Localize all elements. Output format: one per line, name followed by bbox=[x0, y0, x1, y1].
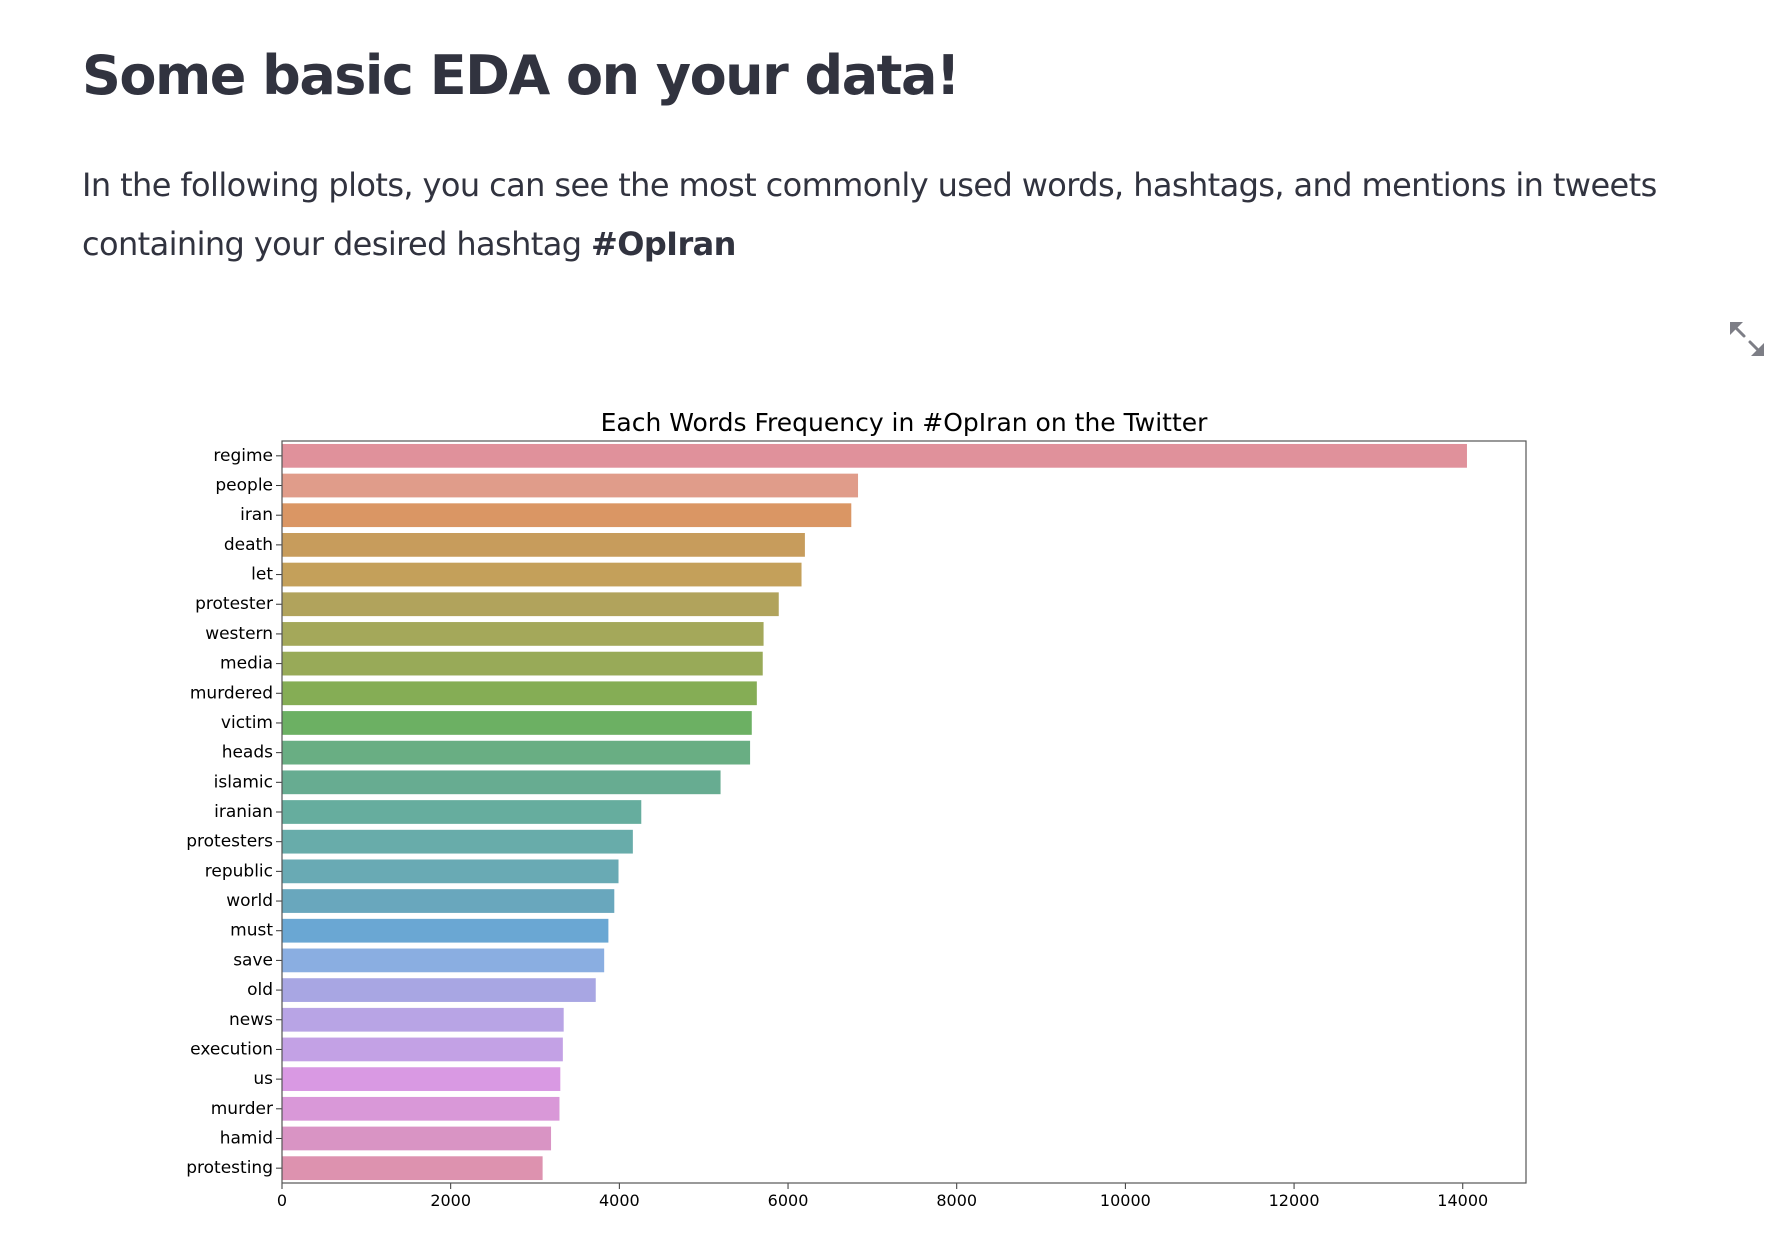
bar-iranian bbox=[282, 800, 642, 824]
y-tick-label: old bbox=[247, 980, 273, 1000]
y-tick-label: us bbox=[253, 1069, 273, 1089]
y-tick-label: media bbox=[220, 654, 273, 674]
y-tick-label: let bbox=[251, 565, 273, 585]
bar-murder bbox=[282, 1096, 560, 1121]
bar-world bbox=[282, 889, 615, 913]
bar-victim bbox=[282, 711, 752, 735]
y-tick-label: republic bbox=[205, 861, 273, 881]
y-tick-label: heads bbox=[222, 743, 273, 763]
bar-must bbox=[282, 918, 609, 943]
y-tick-label: murdered bbox=[190, 683, 273, 703]
bar-murdered bbox=[282, 681, 757, 706]
y-tick-label: protesters bbox=[186, 832, 273, 852]
x-tick-label: 0 bbox=[277, 1191, 287, 1210]
bar-protester bbox=[282, 592, 779, 617]
y-tick-label: victim bbox=[221, 713, 273, 733]
fullscreen-button[interactable] bbox=[1726, 318, 1768, 360]
x-tick-label: 10000 bbox=[1100, 1191, 1151, 1210]
x-tick-label: 12000 bbox=[1269, 1191, 1320, 1210]
x-tick-label: 4000 bbox=[599, 1191, 640, 1210]
bar-people bbox=[282, 473, 859, 498]
y-tick-label: murder bbox=[211, 1099, 273, 1119]
bar-hamid bbox=[282, 1126, 552, 1151]
bar-save bbox=[282, 948, 605, 973]
y-tick-label: world bbox=[226, 891, 273, 911]
y-tick-label: people bbox=[215, 476, 273, 496]
y-tick-label: execution bbox=[190, 1039, 273, 1059]
y-tick-label: western bbox=[205, 624, 273, 644]
bar-regime bbox=[282, 443, 1467, 468]
bar-execution bbox=[282, 1037, 563, 1062]
y-tick-label: islamic bbox=[214, 772, 273, 792]
expand-arrows-icon bbox=[1730, 322, 1764, 356]
bar-protesting bbox=[282, 1156, 543, 1181]
intro-text: In the following plots, you can see the … bbox=[82, 166, 1657, 263]
y-tick-label: save bbox=[233, 950, 273, 970]
intro-paragraph: In the following plots, you can see the … bbox=[82, 156, 1682, 274]
chart-title: Each Words Frequency in #OpIran on the T… bbox=[601, 408, 1209, 437]
bar-protesters bbox=[282, 829, 633, 854]
y-tick-label: must bbox=[230, 921, 273, 941]
bar-republic bbox=[282, 859, 619, 884]
bar-islamic bbox=[282, 770, 721, 795]
bar-media bbox=[282, 651, 763, 676]
x-tick-label: 6000 bbox=[768, 1191, 809, 1210]
y-tick-label: protesting bbox=[186, 1158, 273, 1178]
plot-frame bbox=[281, 440, 1527, 1184]
x-tick-label: 14000 bbox=[1437, 1191, 1488, 1210]
hashtag-highlight: #OpIran bbox=[591, 225, 736, 263]
y-tick-label: regime bbox=[213, 446, 273, 466]
bar-let bbox=[282, 562, 802, 587]
bar-death bbox=[282, 533, 805, 557]
y-tick-label: death bbox=[224, 535, 273, 555]
y-tick-label: protester bbox=[195, 594, 273, 614]
bar-old bbox=[282, 978, 596, 1002]
y-tick-label: iran bbox=[240, 505, 273, 525]
y-tick-label: iranian bbox=[214, 802, 273, 822]
page-title: Some basic EDA on your data! bbox=[82, 44, 961, 107]
y-tick-label: news bbox=[229, 1010, 273, 1030]
bar-us bbox=[282, 1067, 561, 1091]
bar-heads bbox=[282, 740, 751, 765]
bar-news bbox=[282, 1007, 564, 1032]
x-tick-label: 8000 bbox=[936, 1191, 977, 1210]
x-tick-label: 2000 bbox=[430, 1191, 471, 1210]
bar-iran bbox=[282, 503, 852, 528]
bar-western bbox=[282, 622, 764, 646]
y-tick-label: hamid bbox=[220, 1128, 273, 1148]
